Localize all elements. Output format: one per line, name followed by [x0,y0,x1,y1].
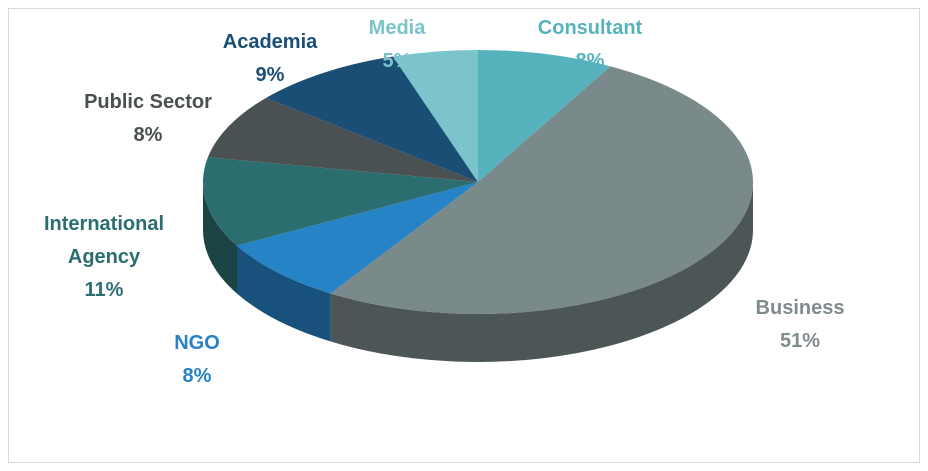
slice-side [203,182,238,294]
slice-label: Academia 9% [160,26,380,92]
slice [393,50,478,182]
slice [207,97,478,182]
slice [203,157,478,246]
slice-label-value: 51% [779,330,821,352]
slice-label-name: Business [755,297,845,319]
slice [330,66,753,314]
slice-label: Consultant 8% [480,12,700,78]
slice-label: International Agency 11% [19,208,189,307]
slice-label-value: 8% [182,365,212,387]
slice-label: NGO 8% [87,327,307,393]
slice-label-value: 8% [133,124,163,146]
slice [266,56,478,182]
slice-label-value: 9% [255,64,285,86]
slice-label-name: International Agency [43,213,164,268]
slice [237,182,478,294]
slice-label: Public Sector 8% [38,86,258,152]
slice-label-value: 5% [382,50,412,72]
slice-label: Media 5% [287,12,507,78]
slice-label-value: 8% [575,50,605,72]
slice [478,50,611,182]
slice-label-name: Academia [222,31,318,53]
slice-side [330,182,753,363]
slice-label-name: Public Sector [84,91,212,113]
slice-label-name: NGO [174,332,220,354]
slice-label-value: 11% [84,279,124,301]
slice-label-name: Media [368,17,426,39]
slice-label: Business 51% [690,292,910,358]
slice-side [237,245,331,342]
slice-label-name: Consultant [537,17,643,39]
